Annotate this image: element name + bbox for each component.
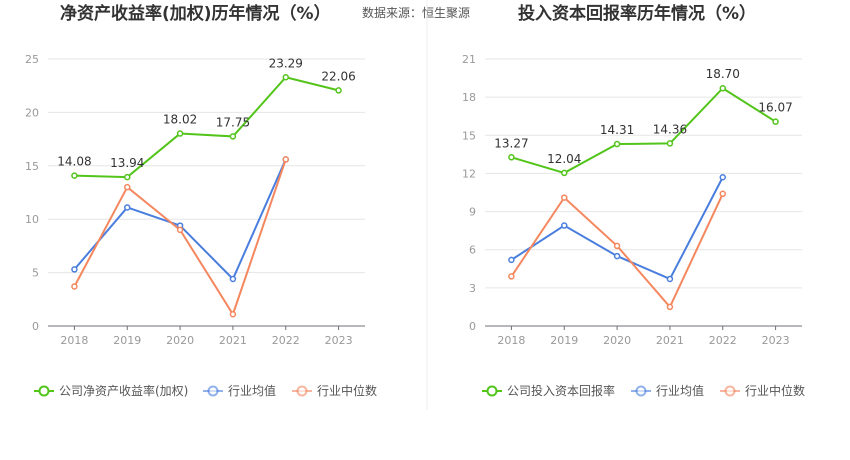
chart-1-data-point	[124, 183, 131, 191]
chart-2-y-tick-label: 12	[462, 167, 476, 180]
chart-2-legend-label-2[interactable]: 行业中位数	[745, 383, 805, 398]
chart-1-legend-marker-0[interactable]	[38, 385, 50, 397]
chart-1-x-tick-label: 2022	[272, 334, 300, 347]
chart-1-x-tick-label: 2021	[219, 334, 247, 347]
chart-1-data-label: 14.08	[57, 155, 91, 169]
chart-1-legend-label-0[interactable]: 公司净资产收益率(加权)	[59, 383, 188, 398]
chart-2-data-label: 14.31	[600, 123, 634, 137]
chart-2-x-tick-label: 2021	[656, 334, 684, 347]
chart-2-data-point	[508, 273, 515, 280]
chart-1-x-tick-label: 2018	[60, 334, 88, 347]
chart-2-data-point	[508, 256, 515, 264]
chart-1-y-tick-label: 5	[32, 267, 39, 280]
chart-1-y-tick-label: 20	[25, 106, 39, 119]
chart-2-legend-marker-1[interactable]	[635, 385, 647, 397]
chart-2-data-label: 16.07	[758, 101, 792, 115]
chart-2-data-label: 13.27	[494, 136, 528, 150]
chart-2-data-point	[508, 154, 515, 161]
chart-1-y-tick-label: 10	[25, 213, 39, 226]
chart-2-data-point	[613, 242, 621, 250]
chart-1-data-label: 13.94	[110, 156, 144, 170]
chart-2-data-point	[719, 173, 726, 181]
chart-1-y-tick-label: 15	[25, 160, 39, 173]
chart-1-x-tick-label: 2020	[166, 334, 194, 347]
chart-2-data-point	[666, 303, 674, 311]
chart-2-x-tick-label: 2019	[550, 334, 578, 347]
chart-2-series-line-0	[511, 86, 777, 174]
chart-2-data-point	[719, 190, 726, 198]
chart-2-data-point	[561, 194, 568, 201]
chart-2-data-point	[613, 140, 621, 148]
chart-1-data-point	[71, 283, 78, 290]
chart-2-data-point	[666, 140, 674, 147]
chart-2-y-tick-label: 18	[462, 91, 476, 104]
chart-1-title: 净资产收益率(加权)历年情况（%）	[60, 3, 331, 24]
chart-1-data-point	[229, 311, 237, 318]
chart-1-data-point	[124, 173, 131, 181]
chart-2-data-point	[561, 222, 568, 229]
chart-1-data-point	[229, 275, 237, 283]
chart-1-data-point	[282, 74, 289, 81]
chart-2-y-tick-label: 6	[469, 244, 476, 257]
chart-2-y-tick-label: 0	[469, 320, 476, 333]
chart-2-x-tick-label: 2022	[709, 334, 737, 347]
chart-2-title: 投入资本回报率历年情况（%）	[518, 3, 756, 24]
data-source-label: 数据来源：恒生聚源	[362, 5, 470, 20]
chart-1-data-point	[71, 172, 78, 179]
chart-1-series-line-0	[74, 76, 339, 179]
chart-2-series-line-2	[510, 193, 724, 309]
chart-2-legend-marker-2[interactable]	[724, 385, 736, 397]
chart-2-legend-label-1[interactable]: 行业均值	[656, 383, 704, 398]
chart-2-x-tick-label: 2023	[762, 334, 790, 347]
chart-2-data-label: 12.04	[547, 152, 581, 166]
chart-1-legend-label-1[interactable]: 行业均值	[228, 383, 276, 398]
chart-1-legend-marker-1[interactable]	[207, 385, 219, 397]
chart-2-y-tick-label: 3	[469, 282, 476, 295]
chart-1-y-tick-label: 25	[25, 53, 39, 66]
chart-2-data-point	[561, 169, 568, 177]
chart-2-data-point	[666, 275, 674, 283]
chart-1-legend-label-2[interactable]: 行业中位数	[317, 383, 377, 398]
chart-1-y-tick-label: 0	[32, 320, 39, 333]
chart-1-data-point	[176, 226, 184, 234]
chart-2-legend-marker-0[interactable]	[486, 385, 498, 397]
chart-1-series-line-2	[73, 159, 287, 317]
chart-1-x-tick-label: 2019	[113, 334, 141, 347]
chart-1-data-point	[124, 204, 131, 211]
chart-2-data-label: 14.36	[653, 122, 687, 136]
chart-2-y-tick-label: 21	[462, 53, 476, 66]
chart-2-legend-label-0[interactable]: 公司投入资本回报率	[507, 383, 615, 398]
chart-2-y-tick-label: 9	[469, 206, 476, 219]
chart-2-data-label: 18.70	[706, 67, 740, 81]
chart-1-data-point	[282, 156, 289, 163]
chart-2-x-tick-label: 2018	[497, 334, 525, 347]
chart-1-data-point	[229, 133, 237, 140]
chart-1-x-tick-label: 2023	[325, 334, 353, 347]
chart-1-data-point	[176, 130, 184, 137]
chart-2-data-point	[719, 84, 726, 92]
chart-1-data-point	[71, 266, 78, 273]
chart-1-data-label: 23.29	[269, 56, 303, 70]
chart-1-data-label: 18.02	[163, 113, 197, 127]
chart-2-y-tick-label: 15	[462, 129, 476, 142]
chart-1-legend-marker-2[interactable]	[296, 385, 308, 397]
chart-2-x-tick-label: 2020	[603, 334, 631, 347]
chart-2-data-point	[772, 118, 779, 125]
chart-1-data-label: 22.06	[321, 69, 355, 83]
chart-1-data-point	[335, 87, 342, 94]
chart-2-data-point	[613, 252, 621, 260]
chart-1-data-label: 17.75	[216, 115, 250, 129]
